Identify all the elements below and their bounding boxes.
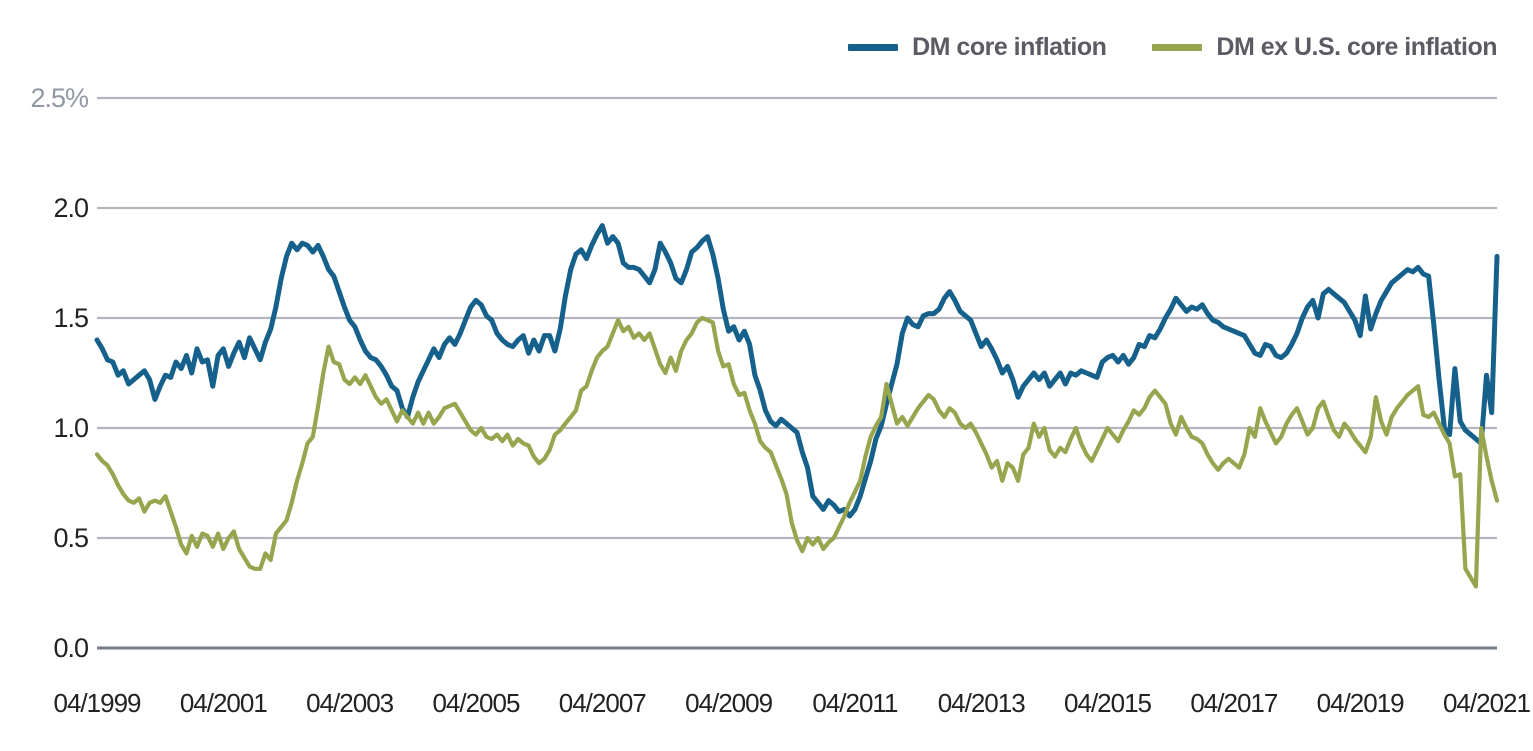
y-tick-label: 2.5%: [30, 83, 89, 113]
x-tick-label: 04/2015: [1064, 688, 1152, 718]
x-tick-label: 04/2007: [559, 688, 647, 718]
y-tick-label: 1.5: [53, 303, 88, 333]
legend-label-dm-core: DM core inflation: [912, 33, 1107, 61]
y-tick-label: 0.5: [53, 523, 88, 553]
y-tick-label: 1.0: [53, 413, 88, 443]
x-tick-label: 04/2013: [938, 688, 1026, 718]
legend-item-dm-ex-us-core: DM ex U.S. core inflation: [1152, 33, 1497, 62]
x-tick-label: 04/1999: [54, 688, 142, 718]
y-tick-label: 2.0: [53, 193, 88, 223]
chart-legend: DM core inflation DM ex U.S. core inflat…: [848, 33, 1497, 62]
x-tick-label: 04/2005: [432, 688, 520, 718]
dm-ex-us-core-line-swatch-icon: [1152, 44, 1203, 51]
dm-ex-us-core-inflation-line: [94, 315, 1500, 589]
x-tick-label: 04/2011: [812, 688, 898, 718]
legend-label-dm-ex-us-core: DM ex U.S. core inflation: [1216, 33, 1497, 61]
x-tick-label: 04/2001: [180, 688, 268, 718]
x-tick-label: 04/2021: [1443, 688, 1531, 718]
y-tick-label: 0.0: [53, 633, 88, 663]
x-tick-label: 04/2019: [1317, 688, 1405, 718]
dm-core-inflation-line: [94, 223, 1500, 519]
x-tick-label: 04/2009: [685, 688, 773, 718]
legend-item-dm-core: DM core inflation: [848, 33, 1107, 62]
dm-core-line-swatch-icon: [848, 44, 899, 51]
x-tick-label: 04/2017: [1190, 688, 1278, 718]
x-tick-label: 04/2003: [306, 688, 394, 718]
